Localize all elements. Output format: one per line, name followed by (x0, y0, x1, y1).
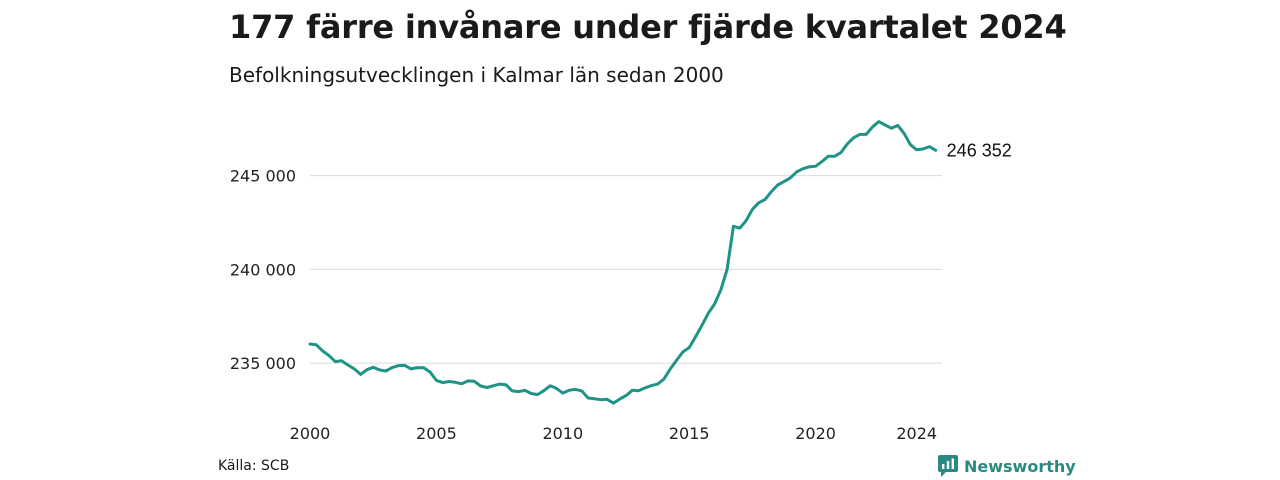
gridlines (310, 175, 942, 364)
end-value-label: 246 352 (947, 140, 1012, 160)
newsworthy-logo-icon (938, 455, 958, 477)
x-tick-label: 2024 (896, 424, 937, 443)
source-note: Källa: SCB (218, 458, 290, 474)
x-tick-label: 2020 (795, 424, 836, 443)
x-tick-label: 2005 (416, 424, 457, 443)
end-value-labels: 246 352 (947, 140, 1012, 160)
chart-title: 177 färre invånare under fjärde kvartale… (229, 8, 1067, 46)
brand-name: Newsworthy (964, 456, 1076, 476)
y-tick-label: 245 000 (230, 167, 296, 186)
x-tick-label: 2000 (290, 424, 331, 443)
x-tick-label: 2010 (542, 424, 583, 443)
y-tick-label: 235 000 (230, 354, 296, 373)
y-axis-tick-labels: 235 000 240 000 245 000 (230, 167, 296, 374)
brand-logo: Newsworthy (938, 455, 1076, 477)
y-tick-label: 240 000 (230, 260, 296, 279)
x-tick-label: 2015 (669, 424, 710, 443)
series-line-0 (308, 120, 938, 405)
x-axis-tick-labels: 2000 2005 2010 2015 2020 2024 (290, 424, 937, 443)
series-lines (308, 120, 938, 405)
chart-subtitle: Befolkningsutvecklingen i Kalmar län sed… (229, 63, 724, 87)
